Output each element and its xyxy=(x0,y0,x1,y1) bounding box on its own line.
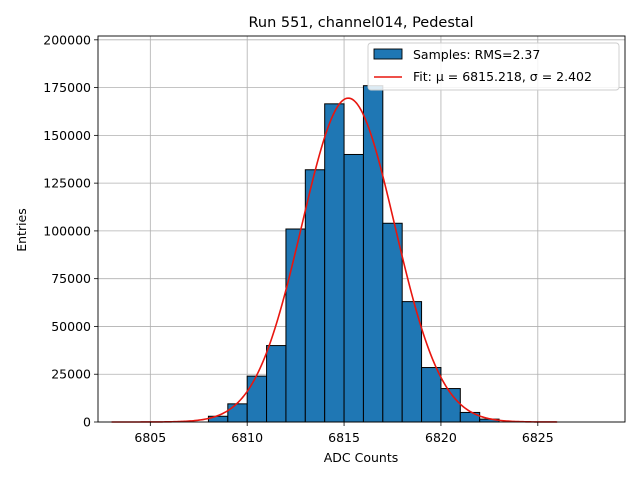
y-tick-label: 150000 xyxy=(43,128,91,143)
histogram-bar xyxy=(324,103,345,423)
y-tick-label: 0 xyxy=(83,415,91,430)
gaussian-fit-line xyxy=(111,97,558,423)
histogram-bar xyxy=(343,153,364,423)
x-axis-label: ADC Counts xyxy=(324,450,399,465)
legend-fit-label: Fit: μ = 6815.218, σ = 2.402 xyxy=(413,69,592,84)
histogram-bar xyxy=(266,345,287,423)
x-tick-label: 6820 xyxy=(425,430,457,445)
legend-box xyxy=(367,42,620,91)
y-tick-label: 50000 xyxy=(51,319,91,334)
x-tick-label: 6825 xyxy=(522,430,554,445)
y-tick-label: 75000 xyxy=(51,271,91,286)
histogram-bar xyxy=(304,169,326,423)
x-tick-label: 6810 xyxy=(231,430,263,445)
histogram-bar xyxy=(227,403,248,423)
histogram-bar xyxy=(285,228,306,423)
y-axis-ticks: 0 25000 50000 75000 100000 125000 150000 175000… xyxy=(43,32,98,430)
plot-frame xyxy=(97,35,626,423)
histogram-bar xyxy=(459,411,481,423)
legend: Samples: RMS=2.37 Fit: μ = 6815.218, σ =… xyxy=(367,42,620,91)
x-tick-label: 6805 xyxy=(134,430,166,445)
histogram-bar xyxy=(382,222,403,423)
legend-hist-swatch xyxy=(373,48,403,60)
y-tick-label: 100000 xyxy=(43,223,91,238)
histogram-bar xyxy=(421,367,442,423)
x-axis-ticks: 6805 6810 6815 6820 6825 xyxy=(134,422,554,445)
chart-title: Run 551, channel014, Pedestal xyxy=(248,15,473,31)
legend-hist-label: Samples: RMS=2.37 xyxy=(413,47,540,62)
x-tick-label: 6815 xyxy=(328,430,360,445)
y-tick-label: 25000 xyxy=(51,367,91,382)
y-tick-label: 175000 xyxy=(43,80,91,95)
y-tick-label: 125000 xyxy=(43,176,91,191)
histogram-bars xyxy=(207,85,500,423)
histogram-bar xyxy=(362,85,384,423)
histogram-bar xyxy=(246,375,268,423)
y-axis-label: Entries xyxy=(14,208,29,252)
y-tick-label: 200000 xyxy=(43,32,91,47)
